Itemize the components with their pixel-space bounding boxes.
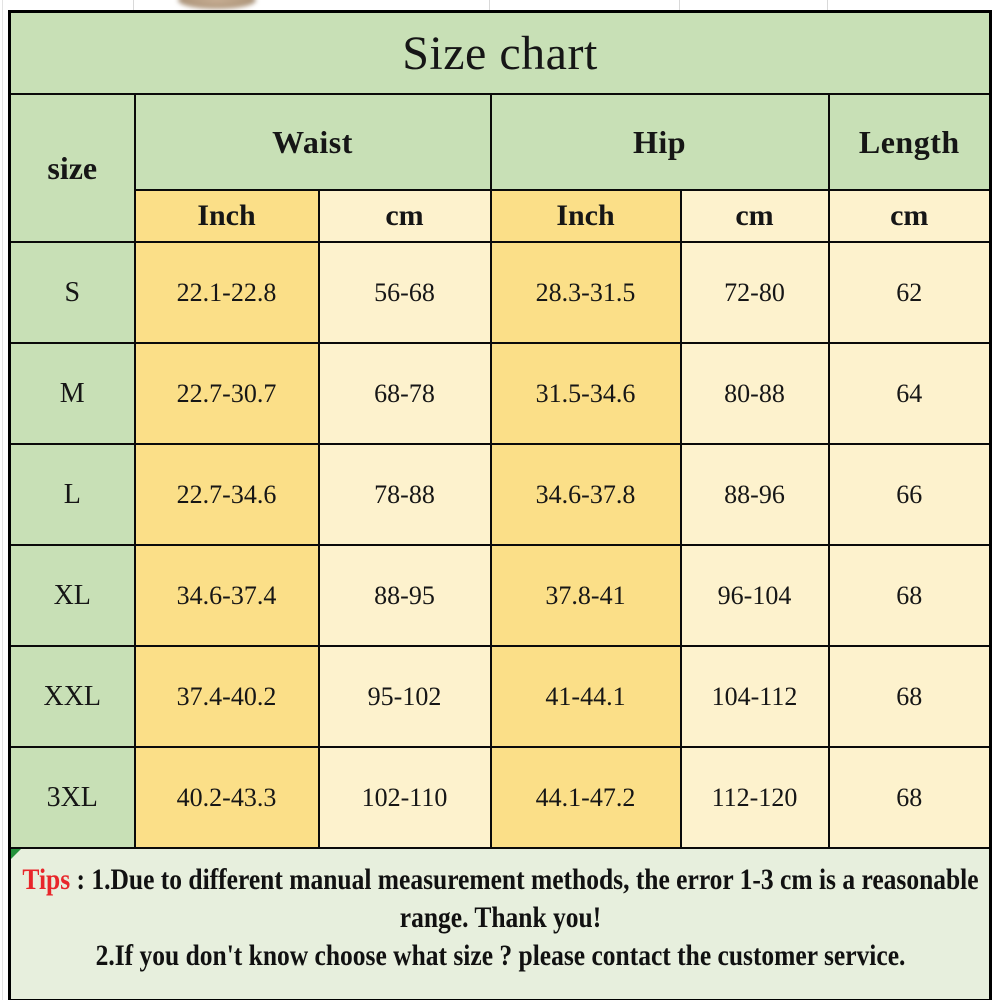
subheader-hip-cm: cm [679, 189, 830, 243]
waist-inch-value: 22.1-22.8 [133, 241, 320, 344]
length-cm-value: 68 [827, 746, 992, 849]
gridline-top-3 [679, 0, 680, 11]
size-label: S [8, 241, 136, 344]
waist-cm-value: 78-88 [317, 443, 492, 546]
waist-inch-value: 22.7-30.7 [133, 342, 320, 445]
waist-cm-value: 88-95 [317, 544, 492, 647]
header-size: size [8, 93, 136, 243]
size-label: L [8, 443, 136, 546]
table-row-xxl: XXL 37.4-40.2 95-102 41-44.1 104-112 68 [8, 645, 992, 748]
gridline-top-2 [489, 0, 490, 11]
subheader-waist-cm: cm [317, 189, 492, 243]
waist-inch-value: 22.7-34.6 [133, 443, 320, 546]
length-cm-value: 68 [827, 645, 992, 748]
gridline-top-1 [133, 0, 134, 11]
tips-line-1: Tips : 1.Due to different manual measure… [10, 861, 992, 937]
hip-inch-value: 41-44.1 [489, 645, 682, 748]
length-cm-value: 68 [827, 544, 992, 647]
waist-cm-value: 102-110 [317, 746, 492, 849]
length-cm-value: 62 [827, 241, 992, 344]
hip-inch-value: 37.8-41 [489, 544, 682, 647]
size-label: XL [8, 544, 136, 647]
waist-inch-value: 40.2-43.3 [133, 746, 320, 849]
size-label: M [8, 342, 136, 445]
cell-corner-flag-icon [11, 849, 21, 859]
tips-label: Tips [22, 863, 71, 896]
waist-inch-value: 34.6-37.4 [133, 544, 320, 647]
hip-cm-value: 72-80 [679, 241, 830, 344]
size-label: 3XL [8, 746, 136, 849]
header-hip: Hip [489, 93, 830, 191]
header-length: Length [827, 93, 992, 191]
hip-inch-value: 34.6-37.8 [489, 443, 682, 546]
tips-cell: Tips : 1.Due to different manual measure… [8, 847, 992, 1000]
tips-row: Tips : 1.Due to different manual measure… [8, 847, 992, 1000]
size-label: XXL [8, 645, 136, 748]
waist-cm-value: 95-102 [317, 645, 492, 748]
tips-text: Tips : 1.Due to different manual measure… [10, 861, 992, 975]
chart-title: Size chart [8, 10, 992, 95]
waist-inch-value: 37.4-40.2 [133, 645, 320, 748]
hip-inch-value: 28.3-31.5 [489, 241, 682, 344]
tips-line-2: 2.If you don't know choose what size ? p… [95, 939, 906, 972]
gridline-left-margin [2, 0, 3, 1000]
hip-inch-value: 31.5-34.6 [489, 342, 682, 445]
table-row-xl: XL 34.6-37.4 88-95 37.8-41 96-104 68 [8, 544, 992, 647]
size-chart-table: Size chart size Waist Hip Length Inch cm… [8, 10, 993, 1000]
hip-cm-value: 104-112 [679, 645, 830, 748]
hip-inch-value: 44.1-47.2 [489, 746, 682, 849]
table-row-3xl: 3XL 40.2-43.3 102-110 44.1-47.2 112-120 … [8, 746, 992, 849]
table-row-m: M 22.7-30.7 68-78 31.5-34.6 80-88 64 [8, 342, 992, 445]
waist-cm-value: 56-68 [317, 241, 492, 344]
waist-cm-value: 68-78 [317, 342, 492, 445]
photo-fragment [178, 0, 256, 9]
table-row-s: S 22.1-22.8 56-68 28.3-31.5 72-80 62 [8, 241, 992, 344]
hip-cm-value: 96-104 [679, 544, 830, 647]
subheader-hip-inch: Inch [489, 189, 682, 243]
gridline-top-4 [827, 0, 828, 11]
length-cm-value: 66 [827, 443, 992, 546]
table-row-l: L 22.7-34.6 78-88 34.6-37.8 88-96 66 [8, 443, 992, 546]
subheader-waist-inch: Inch [133, 189, 320, 243]
hip-cm-value: 80-88 [679, 342, 830, 445]
subheader-length-cm: cm [827, 189, 992, 243]
length-cm-value: 64 [827, 342, 992, 445]
header-waist: Waist [133, 93, 492, 191]
hip-cm-value: 88-96 [679, 443, 830, 546]
hip-cm-value: 112-120 [679, 746, 830, 849]
tips-line-1-text: : 1.Due to different manual measurement … [70, 863, 979, 934]
